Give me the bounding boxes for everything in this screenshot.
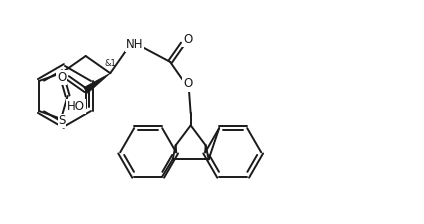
Text: &1: &1 [104, 59, 116, 68]
Text: NH: NH [126, 38, 143, 51]
Text: O: O [183, 77, 192, 90]
Text: O: O [183, 33, 192, 46]
Text: O: O [57, 71, 66, 84]
Polygon shape [84, 73, 110, 93]
Text: HO: HO [67, 100, 85, 113]
Text: S: S [59, 114, 66, 127]
